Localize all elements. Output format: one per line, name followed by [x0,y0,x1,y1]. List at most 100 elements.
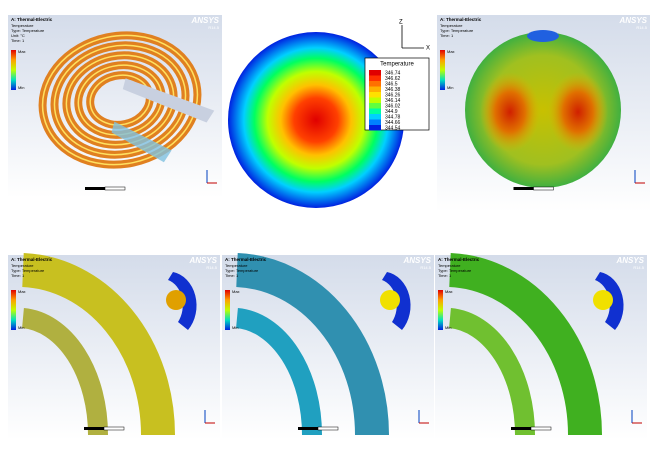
hot-spot [480,72,540,152]
panel-info: Temperature [440,23,463,28]
fin-inner [235,308,323,436]
cut [111,121,172,163]
legend-value: 346.26 [385,92,401,98]
scale-bar [530,426,552,431]
legend-value: 346.14 [385,98,401,104]
panel-info: Time: 1 [11,38,25,43]
panel-info: Type: Temperature [438,268,472,273]
legend-swatch [369,103,381,109]
legend-swatch [369,81,381,87]
legend-colorbar [440,50,445,90]
legend-colorbar [438,290,443,330]
fin-outer [448,253,602,436]
version: R14.5 [420,265,431,270]
scale-bar [317,426,339,431]
legend-value: 344.9 [385,109,398,115]
temperature-disk [228,32,404,208]
legend-value: 346.38 [385,87,401,93]
heater-track-edge [41,34,199,166]
panel-title: A: Thermal-Electric [440,17,482,22]
panel-info: Type: Temperature [225,268,259,273]
panel-title: A: Thermal-Electric [225,257,267,262]
legend-swatch [369,114,381,120]
scale-bar [533,186,554,191]
hot-spot [548,72,608,152]
legend-value: 346.02 [385,103,401,109]
legend-value: 346.62 [385,76,401,82]
panel-title: A: Thermal-Electric [11,17,53,22]
panel-info: Temperature [11,23,34,28]
panel-info: Time: 1 [438,273,452,278]
legend-max: Max [232,289,240,294]
fin-outer [235,253,389,436]
legend-swatch [369,75,381,81]
legend-min: Min [232,325,238,330]
legend-swatch [369,92,381,98]
panel-title: A: Thermal-Electric [11,257,53,262]
brand: ANSYS [402,256,431,265]
panel-info: Temperature [438,263,461,268]
version: R14.5 [206,265,217,270]
panel-info: Time: 1 [225,273,239,278]
legend-max: Max [445,289,453,294]
cold-cap [595,272,624,330]
spiral-heater [38,31,215,169]
panel-info: Time: 1 [440,33,454,38]
panel-info: Time: 1 [11,273,25,278]
legend-colorbar [11,290,16,330]
legend-swatch [369,70,381,76]
panel-info: Unit: °C [11,33,25,38]
legend-swatch [369,108,381,114]
heater-track-edge [65,54,175,146]
axis-label-z: Z [399,20,403,26]
cut [122,78,215,123]
scale-bar [104,186,126,191]
brand: ANSYS [190,16,219,25]
legend-swatch [369,86,381,92]
legend-min: Min [445,325,451,330]
brand: ANSYS [188,256,217,265]
scale-bar [103,426,125,431]
legend-min: Min [18,85,24,90]
legend-min: Min [18,325,24,330]
fin-outer [21,253,175,436]
panel-info: Type: Temperature [11,268,45,273]
legend-swatch [369,97,381,103]
panel-info: Temperature [225,263,248,268]
panel-title: A: Thermal-Electric [438,257,480,262]
legend-swatch [369,119,381,125]
legend-swatch [369,125,381,131]
brand: ANSYS [618,16,647,25]
panel-info: Temperature [11,263,34,268]
legend-value: 344.78 [385,114,401,120]
legend-min: Min [447,85,453,90]
panel-info: Type: Temperature [11,28,45,33]
fin-inner [21,308,109,436]
cold-cap [382,272,411,330]
axis-label-x: X [426,46,430,52]
legend-value: 346.74 [385,70,401,76]
legend-max: Max [18,289,26,294]
legend-value: 344.66 [385,120,401,126]
brand: ANSYS [615,256,644,265]
hot-spot [166,290,186,310]
legend-value: 346.5 [385,81,398,87]
legend-title: Temperature [380,62,414,68]
legend-max: Max [447,49,455,54]
heater-track-edge [53,44,187,156]
legend-max: Max [18,49,26,54]
legend-value: 344.54 [385,125,401,131]
hot-spot [593,290,613,310]
legend-colorbar [11,50,16,90]
version: R14.5 [633,265,644,270]
version: R14.5 [636,25,647,30]
fin-inner [448,308,536,436]
cold-spot [527,30,559,42]
legend-colorbar [225,290,230,330]
version: R14.5 [208,25,219,30]
hot-spot [380,290,400,310]
panel-info: Type: Temperature [440,28,474,33]
cold-cap [168,272,197,330]
